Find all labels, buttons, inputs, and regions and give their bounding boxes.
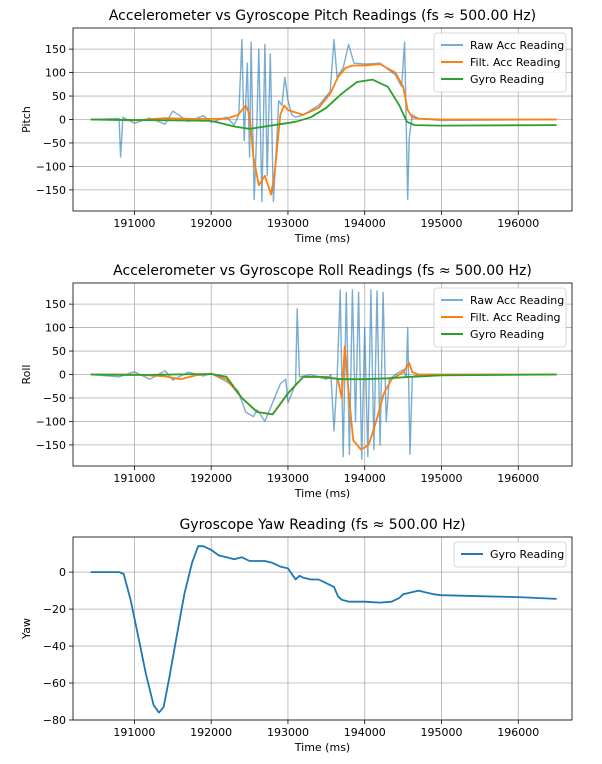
legend-entry: Raw Acc Reading <box>470 294 564 307</box>
legend-entry: Gyro Reading <box>490 548 564 561</box>
x-tick-label: 192000 <box>190 217 232 230</box>
x-tick-label: 192000 <box>190 726 232 739</box>
y-tick-label: 0 <box>59 566 66 579</box>
y-tick-label: −100 <box>36 160 66 173</box>
x-tick-label: 193000 <box>267 217 309 230</box>
y-tick-label: −80 <box>43 714 66 727</box>
subplot-1: 191000 192000 193000 194000 195000 196000 −150… <box>20 8 573 245</box>
y-tick-label: 100 <box>45 322 66 335</box>
plot-frame <box>72 282 573 467</box>
plot-frame <box>72 536 573 721</box>
y-tick-label: −40 <box>43 640 66 653</box>
subplot-3: 191000 192000 193000 194000 195000 196000 −80 −… <box>20 517 573 754</box>
y-tick-label: 150 <box>45 298 66 311</box>
x-tick-label: 194000 <box>344 217 386 230</box>
x-axis-label: Time (ms) <box>294 232 350 245</box>
legend-box <box>433 287 567 348</box>
legend-entry: Raw Acc Reading <box>470 39 564 52</box>
plot-frame <box>72 27 573 212</box>
x-tick-label: 195000 <box>420 217 462 230</box>
chart-title: Accelerometer vs Gyroscope Pitch Reading… <box>109 8 536 24</box>
y-tick-label: 100 <box>45 67 66 80</box>
legend-entry: Filt. Acc Reading <box>470 56 561 69</box>
legend: Raw Acc Reading Filt. Acc Reading Gyro Rea… <box>433 32 567 93</box>
y-axis-label: Pitch <box>20 106 33 133</box>
y-tick-label: 0 <box>59 114 66 127</box>
legend-entry: Gyro Reading <box>470 73 544 86</box>
x-tick-label: 196000 <box>497 217 539 230</box>
chart-title: Accelerometer vs Gyroscope Roll Readings… <box>113 263 532 279</box>
y-tick-label: 150 <box>45 43 66 56</box>
legend-box <box>433 32 567 93</box>
x-tick-label: 194000 <box>344 472 386 485</box>
x-tick-label: 195000 <box>420 726 462 739</box>
x-tick-label: 196000 <box>497 472 539 485</box>
series-line-filt-acc-reading <box>90 63 557 196</box>
y-tick-label: −150 <box>36 439 66 452</box>
y-tick-label: −20 <box>43 603 66 616</box>
series-line-gyro-reading <box>90 78 557 130</box>
x-tick-label: 193000 <box>267 472 309 485</box>
subplot-2: 191000 192000 193000 194000 195000 196000 −150… <box>20 263 573 500</box>
x-tick-label: 193000 <box>267 726 309 739</box>
y-tick-label: −50 <box>43 137 66 150</box>
y-tick-label: 50 <box>52 345 66 358</box>
series-line-gyro-reading <box>90 373 557 416</box>
y-axis-label: Yaw <box>20 618 33 640</box>
x-tick-label: 196000 <box>497 726 539 739</box>
chart-title: Gyroscope Yaw Reading (fs ≈ 500.00 Hz) <box>179 517 465 533</box>
legend-box <box>453 541 567 568</box>
x-tick-label: 194000 <box>344 726 386 739</box>
y-tick-label: 50 <box>52 90 66 103</box>
x-tick-label: 192000 <box>190 472 232 485</box>
y-axis-label: Roll <box>20 365 33 385</box>
x-tick-label: 191000 <box>113 726 155 739</box>
y-tick-label: −50 <box>43 392 66 405</box>
legend-entry: Gyro Reading <box>470 328 544 341</box>
y-tick-label: −100 <box>36 415 66 428</box>
x-tick-label: 191000 <box>113 472 155 485</box>
series-line-gyro-reading <box>90 545 557 714</box>
x-tick-label: 195000 <box>420 472 462 485</box>
x-axis-label: Time (ms) <box>294 741 350 754</box>
x-tick-label: 191000 <box>113 217 155 230</box>
legend-entry: Filt. Acc Reading <box>470 311 561 324</box>
y-tick-label: −60 <box>43 677 66 690</box>
legend: Raw Acc Reading Filt. Acc Reading Gyro Rea… <box>433 287 567 348</box>
x-axis-label: Time (ms) <box>294 487 350 500</box>
legend: Gyro Reading <box>453 541 567 568</box>
y-tick-label: −150 <box>36 184 66 197</box>
y-tick-label: 0 <box>59 369 66 382</box>
